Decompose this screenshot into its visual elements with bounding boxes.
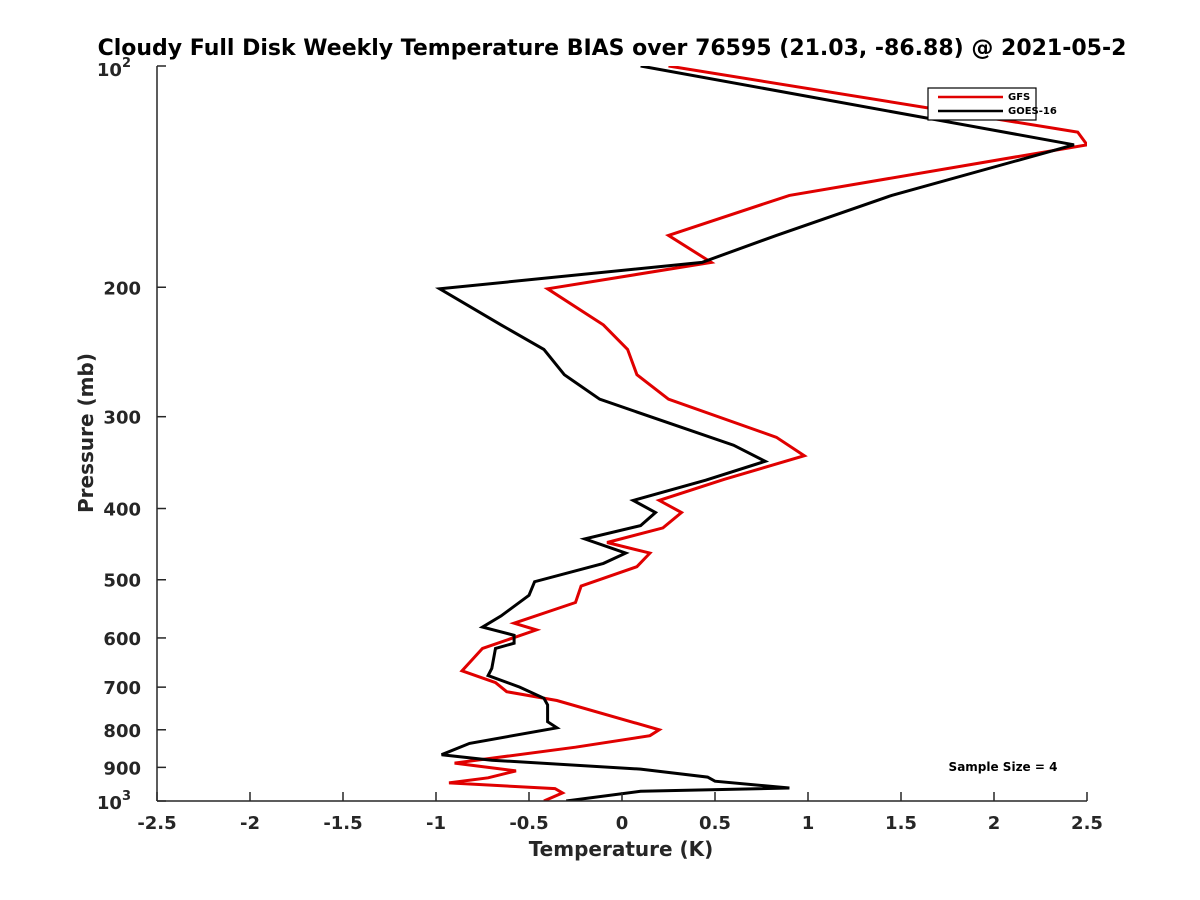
y-tick-label: 700	[103, 678, 141, 699]
x-tick-label: -0.5	[509, 813, 548, 834]
y-tick-label: 200	[103, 278, 141, 299]
y-axis-label: Pressure (mb)	[74, 353, 98, 513]
series-layer	[434, 66, 1087, 801]
legend-label-gfs: GFS	[1008, 92, 1030, 103]
y-bottom-tick-label: 103	[97, 789, 131, 814]
legend-label-goes16: GOES-16	[1008, 106, 1057, 117]
chart-title: Cloudy Full Disk Weekly Temperature BIAS…	[98, 36, 1127, 61]
x-tick-label: 2.5	[1071, 813, 1103, 834]
y-tick-label: 500	[103, 571, 141, 592]
x-tick-label: 0.5	[699, 813, 731, 834]
series-line-gfs	[448, 66, 1087, 801]
y-tick-label: 300	[103, 408, 141, 429]
series-line-goes16	[434, 66, 1075, 801]
y-ticks: 200 300 400 500 600 700 800 900	[103, 65, 166, 802]
y-top-tick-label: 102	[97, 56, 131, 81]
x-ticks: -2.5 -2 -1.5 -1 -0.5 0 0.5 1 1.5 2 2.5	[137, 792, 1103, 834]
y-tick-label: 800	[103, 721, 141, 742]
y-tick-label: 400	[103, 500, 141, 521]
x-tick-label: 1	[802, 813, 815, 834]
x-tick-label: -1.5	[323, 813, 362, 834]
y-tick-label: 900	[103, 758, 141, 779]
x-tick-label: -1	[426, 813, 446, 834]
x-tick-label: 2	[988, 813, 1001, 834]
sample-size-annotation: Sample Size = 4	[949, 760, 1058, 774]
x-axis-label: Temperature (K)	[529, 837, 714, 861]
x-tick-label: 0	[616, 813, 629, 834]
y-tick-label: 600	[103, 629, 141, 650]
x-tick-label: -2.5	[137, 813, 176, 834]
legend-box	[927, 87, 1037, 121]
x-tick-label: -2	[240, 813, 260, 834]
legend: GFS GOES-16	[927, 87, 1057, 121]
x-tick-label: 1.5	[885, 813, 917, 834]
